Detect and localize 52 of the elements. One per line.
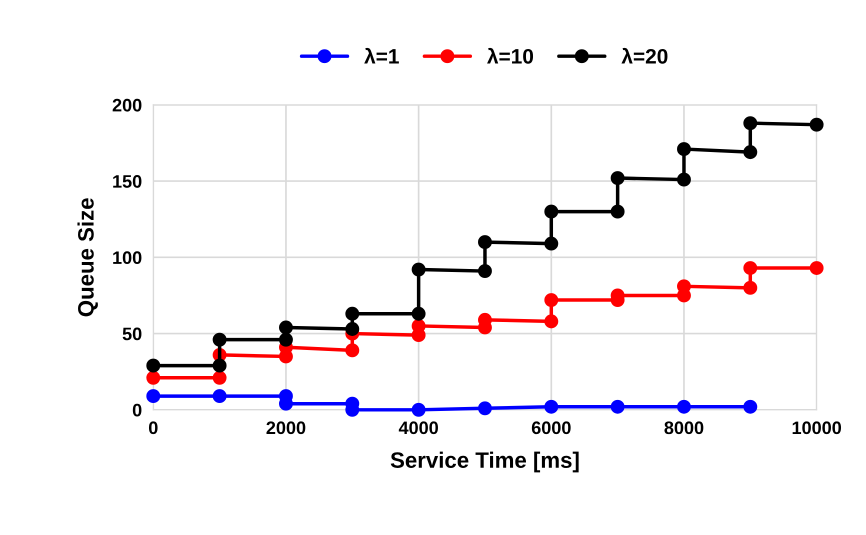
point	[743, 145, 758, 160]
point	[279, 332, 293, 347]
point	[610, 400, 625, 414]
point	[743, 280, 758, 295]
point	[478, 264, 492, 278]
point	[146, 370, 160, 385]
x-tick-label: 4000	[398, 421, 438, 434]
point	[146, 389, 160, 404]
point	[743, 400, 758, 414]
point	[412, 262, 426, 276]
x-tick-label: 2000	[266, 421, 306, 434]
point	[610, 204, 625, 219]
x-tick-label: 6000	[532, 421, 571, 434]
y-tick-label: 0	[132, 404, 142, 417]
point	[412, 306, 426, 321]
point	[743, 116, 758, 130]
point	[478, 401, 492, 416]
point	[345, 306, 360, 321]
point	[146, 358, 160, 373]
legend-label: λ=10	[487, 48, 534, 64]
legend-label: λ=20	[621, 48, 668, 64]
y-tick-label: 200	[112, 98, 142, 112]
point	[677, 142, 691, 156]
legend-label: λ=1	[364, 48, 399, 64]
point	[279, 320, 293, 334]
x-tick-label: 8000	[664, 421, 704, 434]
point	[212, 389, 227, 404]
point	[345, 343, 360, 358]
point	[212, 358, 227, 373]
point	[212, 370, 227, 385]
point	[478, 235, 492, 250]
point	[544, 236, 558, 251]
x-tick-label: 0	[148, 421, 158, 434]
y-tick-label: 150	[113, 175, 142, 188]
point	[412, 402, 426, 417]
y-axis-title: Queue Size	[77, 198, 98, 316]
point	[810, 118, 824, 132]
point	[544, 293, 558, 307]
point	[544, 204, 558, 219]
point	[544, 314, 558, 328]
y-tick-label: 50	[122, 328, 142, 340]
point	[212, 332, 227, 347]
point	[345, 322, 360, 336]
point	[677, 172, 691, 187]
point	[810, 261, 824, 275]
x-axis-title: Service Time [ms]	[390, 452, 579, 472]
point	[544, 400, 558, 414]
x-tick-label: 10000	[792, 421, 842, 434]
point	[677, 400, 691, 414]
y-tick-label: 100	[113, 251, 142, 264]
point	[743, 261, 758, 275]
point	[610, 171, 625, 185]
